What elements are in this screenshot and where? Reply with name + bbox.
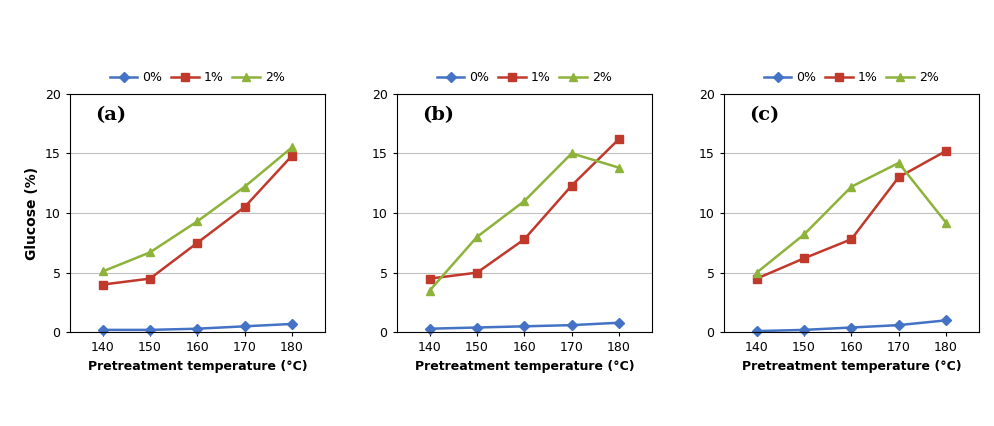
- 1%: [239, 204, 250, 210]
- 2%: [845, 184, 857, 189]
- 1%: [750, 276, 762, 281]
- 0%: [750, 328, 762, 334]
- 1%: [519, 237, 531, 242]
- 1%: [798, 256, 810, 261]
- 0%: [423, 326, 435, 331]
- X-axis label: Pretreatment temperature (°C): Pretreatment temperature (°C): [87, 360, 307, 373]
- 2%: [566, 151, 578, 156]
- Y-axis label: Glucose (%): Glucose (%): [25, 167, 39, 259]
- 2%: [239, 184, 250, 189]
- 0%: [519, 324, 531, 329]
- Line: 1%: 1%: [98, 152, 296, 288]
- Text: (a): (a): [95, 106, 126, 124]
- 1%: [423, 276, 435, 281]
- 0%: [192, 326, 204, 331]
- X-axis label: Pretreatment temperature (°C): Pretreatment temperature (°C): [742, 360, 961, 373]
- 0%: [96, 327, 108, 332]
- 0%: [798, 327, 810, 332]
- 2%: [471, 234, 483, 239]
- Line: 2%: 2%: [98, 144, 296, 275]
- X-axis label: Pretreatment temperature (°C): Pretreatment temperature (°C): [414, 360, 634, 373]
- Line: 0%: 0%: [98, 320, 296, 334]
- 0%: [613, 320, 625, 325]
- Line: 0%: 0%: [425, 319, 623, 333]
- 2%: [519, 199, 531, 204]
- 1%: [96, 282, 108, 287]
- 1%: [144, 276, 156, 281]
- Line: 1%: 1%: [425, 135, 623, 282]
- 2%: [940, 220, 952, 225]
- 1%: [613, 136, 625, 141]
- 0%: [845, 325, 857, 330]
- 0%: [893, 322, 905, 328]
- 2%: [798, 232, 810, 237]
- 2%: [750, 270, 762, 275]
- Line: 1%: 1%: [752, 147, 950, 282]
- 0%: [144, 327, 156, 332]
- 0%: [566, 322, 578, 328]
- Legend: 0%, 1%, 2%: 0%, 1%, 2%: [764, 71, 938, 84]
- 2%: [423, 288, 435, 293]
- 1%: [940, 148, 952, 153]
- Line: 2%: 2%: [752, 159, 950, 276]
- Line: 2%: 2%: [425, 150, 623, 294]
- 2%: [286, 145, 298, 150]
- 2%: [893, 160, 905, 165]
- 2%: [613, 165, 625, 170]
- 1%: [845, 237, 857, 242]
- 1%: [893, 175, 905, 180]
- 1%: [566, 183, 578, 188]
- Line: 0%: 0%: [752, 317, 950, 335]
- 0%: [239, 324, 250, 329]
- 1%: [286, 153, 298, 158]
- 0%: [286, 321, 298, 326]
- 2%: [144, 250, 156, 255]
- 0%: [471, 325, 483, 330]
- 2%: [192, 219, 204, 224]
- Text: (b): (b): [422, 106, 454, 124]
- Legend: 0%, 1%, 2%: 0%, 1%, 2%: [110, 71, 284, 84]
- Text: (c): (c): [749, 106, 779, 124]
- 2%: [96, 269, 108, 274]
- 0%: [940, 318, 952, 323]
- Legend: 0%, 1%, 2%: 0%, 1%, 2%: [437, 71, 611, 84]
- 1%: [192, 240, 204, 245]
- 1%: [471, 270, 483, 275]
